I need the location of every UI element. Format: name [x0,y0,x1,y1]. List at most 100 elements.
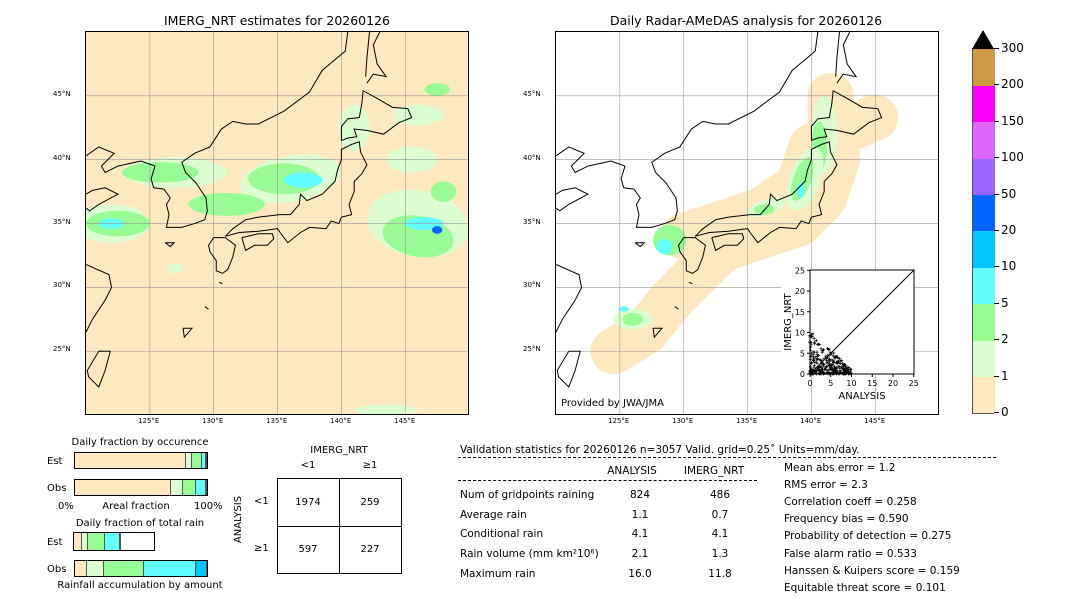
colorbar-label: 10 [1001,259,1017,274]
scatter-point [841,364,845,368]
colorbar-tick [994,157,999,159]
colorbar-label: 150 [1001,113,1024,128]
stat-analysis-value: 1.1 [631,508,649,521]
bar-segment [185,453,193,468]
colorbar-segment [973,303,995,341]
rain-area [283,172,323,188]
lat-tick: 25°N [523,345,541,354]
colorbar [972,48,995,414]
scatter-point [811,350,815,354]
colorbar-tick [994,193,999,195]
scatter-point [822,363,826,367]
colorbar-label: 50 [1001,186,1017,201]
scatter-xlabel: ANALYSIS [838,391,885,402]
stat-analysis-value: 2.1 [631,548,649,561]
cell-false-alarm: 259 [360,497,380,508]
bar-segment [171,480,184,495]
scatter-point [820,349,824,353]
bar-segment [75,453,186,468]
scatter-point [827,359,831,363]
scatter-point [822,370,826,374]
scatter-point [812,363,816,367]
scatter-point [818,364,822,368]
scatter-point [809,345,813,349]
scatter-ylabel: IMERG_NRT [783,292,794,350]
rain-area [432,226,443,234]
score-line: Correlation coeff = 0.258 [784,496,917,509]
contingency-row-title: ANALYSIS [233,495,245,544]
scatter-x-tick: 15 [867,379,877,388]
scatter-point [812,336,816,340]
lat-tick: 35°N [53,217,71,226]
scatter-point [837,357,841,361]
colorbar-label: 5 [1001,295,1009,310]
colorbar-tick [994,120,999,122]
total-rain-obs-bar [74,560,208,577]
colorbar-label: 200 [1001,77,1024,92]
scatter-point [838,362,842,366]
stat-row-label: Average rain [460,508,527,521]
scatter-point [840,361,844,365]
stat-imerg-value: 486 [709,489,731,501]
scatter-point [830,371,834,375]
scatter-point [835,370,839,374]
scatter-point [819,366,823,370]
scatter-point [809,369,813,373]
cell-miss: 597 [298,544,318,555]
lon-tick: 145°E [864,417,886,425]
rain-area [622,312,643,326]
lat-tick: 45°N [53,90,71,98]
scatter-point [828,364,832,368]
scatter-point [832,351,836,355]
scatter-point [811,372,815,376]
rain-area [618,306,629,312]
scatter-point [823,355,827,359]
lon-tick: 135°E [736,417,758,425]
score-line: Hanssen & Kuipers score = 0.159 [784,564,960,577]
colorbar-segment [973,340,995,378]
scatter-point [832,364,836,368]
colorbar-segment [973,194,995,232]
credit-text: Provided by JWA/JMA [561,398,664,409]
scatter-point [834,360,838,364]
bar-segment [105,533,121,550]
total-rain-title: Daily fraction of total rain [75,518,205,529]
rain-area [656,238,673,255]
bar-segment [196,561,207,576]
scatter-point [828,357,832,361]
colorbar-segment [973,121,995,159]
lat-tick: 40°N [523,153,541,162]
scatter-point [810,351,814,355]
bar-segment [201,453,206,468]
scatter-x-tick: 0 [807,379,812,388]
scatter-y-tick: 0 [800,370,805,379]
scatter-point [811,355,815,359]
stat-imerg-value: 11.8 [708,567,732,580]
scatter-point [813,340,817,344]
scatter-point [818,358,822,362]
bar-segment [143,561,197,576]
lon-tick: 140°E [800,417,822,425]
scatter-point [808,341,812,345]
scatter-point [830,358,834,362]
colorbar-label: 2 [1001,332,1009,347]
score-line: Frequency bias = 0.590 [784,513,909,526]
scatter-x-tick: 20 [888,379,898,388]
occurrence-obs-bar [74,479,208,496]
scatter-y-tick: 20 [795,287,805,296]
colorbar-tick [994,48,999,49]
colorbar-tick [994,412,999,413]
rain-area [338,104,370,151]
rain-area [188,192,265,216]
stat-analysis-value: 824 [629,489,651,501]
lon-tick: 130°E [202,417,224,425]
scatter-point [812,360,816,364]
right-map-title: Daily Radar-AMeDAS analysis for 20260126 [609,13,883,28]
scatter-point [841,372,845,376]
colorbar-label: 300 [1001,41,1024,55]
scatter-point [818,371,822,375]
scatter-point [809,332,813,336]
stat-imerg-value: 0.7 [711,508,729,521]
scatter-y-tick: 25 [795,266,805,275]
